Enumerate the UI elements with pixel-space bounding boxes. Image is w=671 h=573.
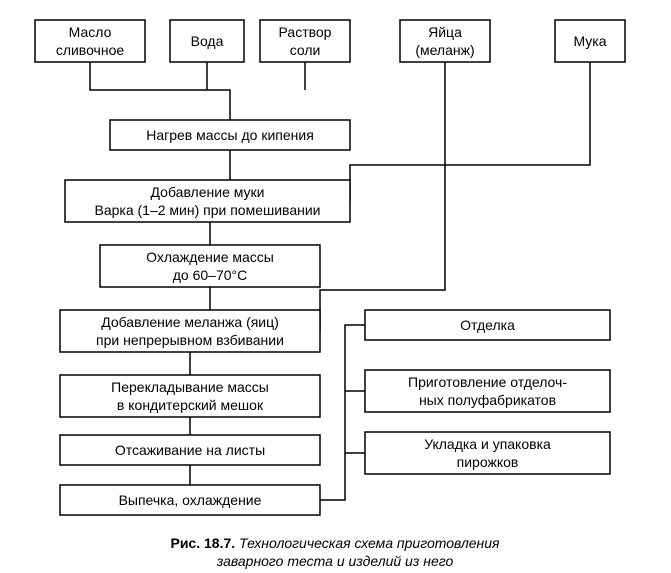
node-label: Масло xyxy=(69,24,112,40)
node-label: Яйца xyxy=(428,24,462,40)
node-butter: Масло сливочное xyxy=(35,20,145,62)
node-label: соли xyxy=(290,42,321,58)
node-label: Отсаживание на листы xyxy=(115,442,265,458)
node-finish: Отделка xyxy=(365,310,610,340)
node-label: Варка (1–2 мин) при помешивании xyxy=(94,202,320,218)
node-heat: Нагрев массы до кипения xyxy=(110,120,350,150)
node-label: Добавление муки xyxy=(151,184,265,200)
node-salt: Раствор соли xyxy=(260,20,350,62)
node-label: Приготовление отделоч- xyxy=(408,374,567,390)
node-addeggs: Добавление меланжа (яиц) при непрерывном … xyxy=(60,310,320,352)
node-bake: Выпечка, охлаждение xyxy=(60,485,320,515)
node-label: Добавление меланжа (яиц) xyxy=(101,314,279,330)
node-label: Выпечка, охлаждение xyxy=(119,492,262,508)
flowchart: Масло сливочное Вода Раствор соли Яйца (меланж… xyxy=(0,0,671,573)
figure-caption: Рис. 18.7. Технологическая схема пригото… xyxy=(170,535,500,551)
node-eggs: Яйца (меланж) xyxy=(400,20,490,62)
node-label: Мука xyxy=(573,33,606,49)
node-label: при непрерывном взбивании xyxy=(96,332,284,348)
connector xyxy=(350,62,590,201)
node-label: до 60–70°С xyxy=(173,267,247,283)
node-label: Нагрев массы до кипения xyxy=(146,127,314,143)
connector xyxy=(90,62,230,120)
node-cool: Охлаждение массы до 60–70°С xyxy=(100,245,320,287)
node-label: пирожков xyxy=(457,454,519,470)
node-pipe: Отсаживание на листы xyxy=(60,435,320,465)
node-label: в кондитерский мешок xyxy=(117,397,264,413)
node-label: Вода xyxy=(191,33,224,49)
node-label: Укладка и упаковка xyxy=(424,436,551,452)
node-label: (меланж) xyxy=(415,42,474,58)
figure-caption-line2: заварного теста и изделий из него xyxy=(216,553,454,569)
node-label: Раствор xyxy=(279,24,332,40)
node-label: сливочное xyxy=(56,42,125,58)
node-label: Охлаждение массы xyxy=(146,249,274,265)
node-pack: Укладка и упаковка пирожков xyxy=(365,432,610,474)
connector xyxy=(320,325,365,500)
node-addflour: Добавление муки Варка (1–2 мин) при помеш… xyxy=(65,180,350,222)
node-label: Отделка xyxy=(460,317,515,333)
node-flour: Мука xyxy=(555,20,625,62)
node-semi: Приготовление отделоч-ных полуфабрикатов xyxy=(365,370,610,412)
node-bag: Перекладывание массы в кондитерский мешок xyxy=(60,375,320,417)
node-label: Перекладывание массы xyxy=(111,379,269,395)
node-label: ных полуфабрикатов xyxy=(419,392,556,408)
node-water: Вода xyxy=(170,20,244,62)
